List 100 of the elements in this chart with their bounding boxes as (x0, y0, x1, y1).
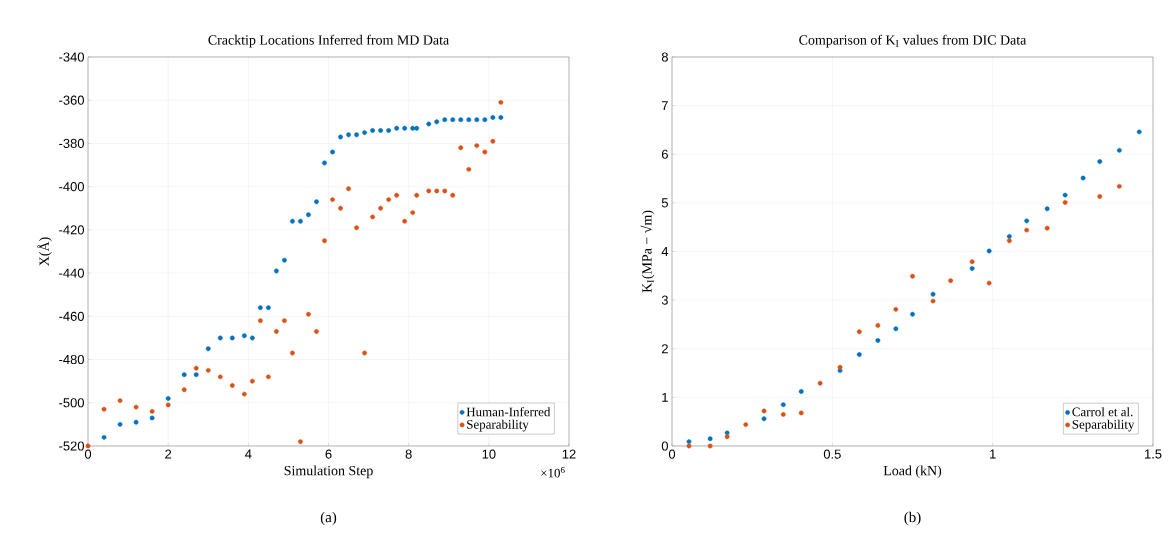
y-tick-label: 7 (661, 101, 668, 111)
y-tick-label: -360 (59, 95, 84, 105)
point (346, 132, 351, 138)
point (893, 306, 899, 312)
legend-label: Separability (1072, 419, 1135, 432)
point (780, 402, 786, 408)
point (290, 218, 295, 224)
point (181, 372, 187, 378)
x-tick-label: 8 (405, 449, 412, 459)
point (442, 117, 448, 123)
chart-title: Comparison of K$_{I}$ values from DIC Data (799, 34, 1027, 48)
point (229, 383, 235, 388)
point (426, 188, 432, 194)
point (165, 396, 171, 401)
point (265, 374, 271, 380)
point (370, 214, 375, 220)
point (101, 434, 107, 440)
point (306, 311, 311, 317)
x-tick-label: 10 (482, 449, 496, 459)
point (986, 280, 992, 286)
point (780, 411, 786, 417)
point (1044, 206, 1050, 212)
point (241, 391, 247, 397)
point (274, 268, 279, 274)
point (434, 119, 440, 125)
y-tick-label: 8 (661, 52, 668, 62)
point (707, 436, 713, 442)
x-tick-label: 6 (325, 449, 332, 459)
point (458, 145, 464, 151)
point (241, 333, 247, 339)
point (298, 218, 303, 224)
point (338, 134, 343, 140)
point (1044, 225, 1050, 231)
text: (a) (320, 511, 337, 526)
point (1006, 238, 1012, 244)
point (482, 149, 488, 155)
y-tick-label: -460 (59, 311, 84, 321)
point (362, 130, 367, 136)
point (217, 335, 223, 341)
point (930, 291, 936, 297)
point (362, 350, 367, 356)
point (969, 259, 975, 265)
point (856, 352, 862, 357)
point (910, 273, 915, 279)
point (330, 149, 335, 155)
x-tick-label: 4 (245, 449, 252, 459)
point (386, 197, 392, 203)
point (466, 117, 472, 123)
point (442, 188, 448, 194)
point (490, 138, 496, 144)
y-tick-label: -400 (59, 182, 84, 192)
y-tick-label: -440 (59, 268, 84, 278)
point (394, 125, 400, 131)
x-tick-label: 1 (990, 449, 996, 459)
point (875, 338, 881, 343)
point (149, 415, 155, 421)
point (930, 298, 936, 304)
x-axis-title: Load (kN) (883, 465, 942, 479)
point (265, 305, 271, 311)
point (101, 406, 107, 412)
point (306, 212, 311, 218)
y-axis-title: K$_{I}$(MPa − √m) (640, 210, 655, 293)
point (257, 318, 263, 324)
point (249, 335, 255, 341)
point (193, 365, 199, 371)
y-tick-label: -520 (59, 441, 84, 451)
point (165, 402, 171, 408)
y-tick-label: 3 (661, 295, 668, 305)
y-tick-label: 6 (661, 149, 668, 159)
point (298, 439, 303, 445)
y-tick-label: 0 (661, 441, 668, 451)
x-tick-label: 1.5 (1145, 449, 1162, 459)
point (274, 329, 279, 334)
point (354, 225, 359, 231)
point (482, 117, 488, 123)
legend-label: Separability (467, 419, 529, 432)
point (394, 192, 400, 198)
point (498, 115, 504, 120)
point (133, 404, 139, 410)
point (458, 117, 464, 123)
y-tick-label: -420 (59, 225, 84, 235)
point (378, 205, 384, 211)
point (314, 329, 319, 334)
point (986, 248, 992, 254)
point (1006, 234, 1012, 239)
y-tick-label: -380 (59, 138, 84, 149)
point (410, 125, 416, 131)
point (402, 125, 408, 131)
point (414, 192, 420, 198)
point (257, 305, 263, 311)
point (686, 443, 692, 449)
y-tick-label: -480 (59, 354, 84, 365)
point (474, 143, 480, 148)
point (837, 364, 843, 370)
point (724, 434, 730, 440)
point (370, 128, 375, 133)
point (893, 326, 899, 332)
point (798, 389, 804, 394)
y-tick-label: -340 (59, 52, 84, 62)
x-tick-label: 0 (84, 449, 92, 459)
